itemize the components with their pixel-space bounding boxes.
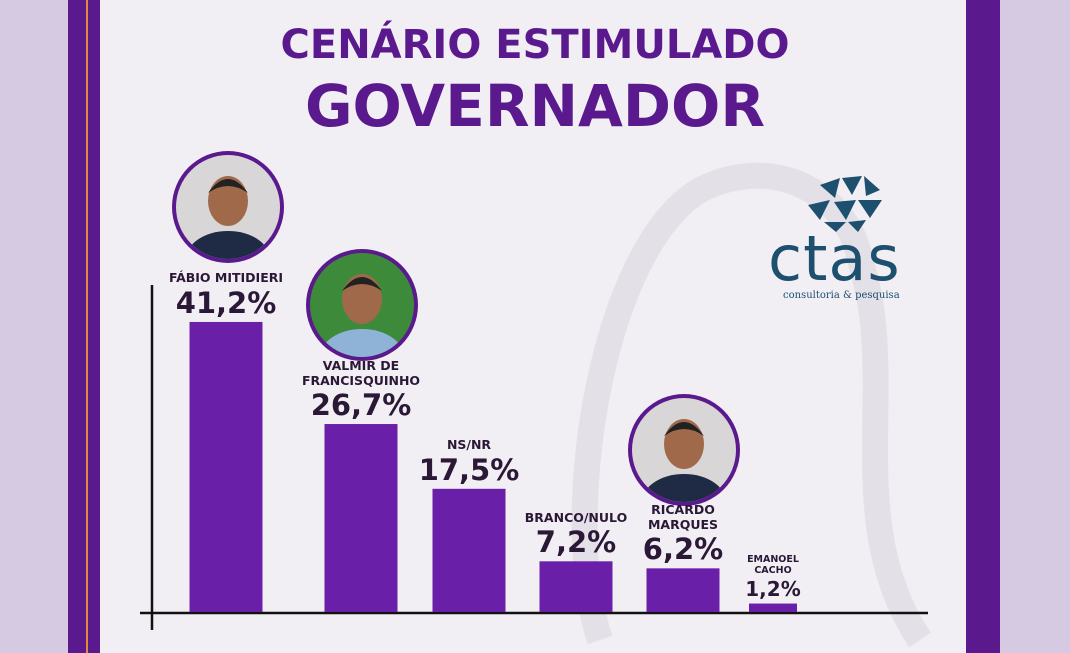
bar-label: RICARDO MARQUES 6,2% (593, 502, 773, 567)
bar-label: EMANOEL CACHO 1,2% (683, 554, 863, 602)
bar-label: FÁBIO MITIDIERI 41,2% (136, 271, 316, 320)
person (320, 274, 404, 357)
logo-tagline: consultoria & pesquisa (783, 290, 900, 301)
logo-name: ctas (768, 222, 901, 295)
bar (539, 561, 613, 612)
category-label: RICARDO MARQUES (647, 502, 719, 532)
category-label: FÁBIO MITIDIERI (168, 270, 284, 286)
category-label: BRANCO/NULO (524, 509, 628, 525)
candidate-photo (172, 151, 284, 263)
logo-icon (808, 176, 882, 232)
body (320, 329, 404, 357)
bar (189, 321, 263, 612)
candidate-photo (306, 249, 418, 361)
hair (664, 422, 704, 436)
person (186, 176, 270, 259)
bar (749, 603, 797, 612)
photos (172, 151, 740, 506)
backdrop-left (0, 0, 68, 653)
value-label: 41,2% (175, 285, 277, 320)
value-label: 7,2% (535, 525, 617, 560)
chart-subtitle: GOVERNADOR (304, 72, 766, 140)
bar (432, 488, 506, 612)
value-label: 26,7% (310, 388, 412, 423)
body (642, 474, 726, 502)
bar-label: NS/NR 17,5% (379, 438, 559, 487)
category-label: VALMIR DE FRANCISQUINHO (301, 358, 421, 388)
person (642, 419, 726, 502)
band-left (68, 0, 100, 653)
bars (189, 321, 797, 612)
candidate-photo (628, 394, 740, 506)
category-label: EMANOEL CACHO (747, 553, 799, 577)
bar-label: VALMIR DE FRANCISQUINHO 26,7% (271, 358, 451, 423)
band-right (966, 0, 1000, 653)
hair (342, 277, 382, 291)
bar (646, 568, 720, 612)
head (342, 274, 382, 324)
body (186, 231, 270, 259)
backdrop-right (1000, 0, 1070, 653)
value-label: 17,5% (418, 452, 520, 487)
bar (324, 424, 398, 612)
watermark (571, 162, 931, 648)
category-label: NS/NR (446, 437, 492, 453)
head (664, 419, 704, 469)
hair (208, 179, 248, 193)
head (208, 176, 248, 226)
value-label: 1,2% (745, 576, 801, 601)
chart-title: CENÁRIO ESTIMULADO (280, 22, 790, 68)
band-stripe (86, 0, 88, 653)
bar-label: BRANCO/NULO 7,2% (486, 509, 666, 560)
value-label: 6,2% (642, 532, 724, 567)
